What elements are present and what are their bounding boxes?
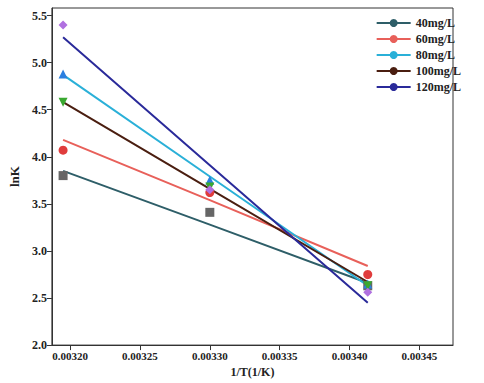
svg-text:60mg/L: 60mg/L: [416, 32, 455, 46]
svg-text:80mg/L: 80mg/L: [416, 48, 455, 62]
svg-text:1/T(1/K): 1/T(1/K): [230, 365, 274, 379]
svg-text:lnK: lnK: [7, 165, 22, 187]
svg-text:0.00340: 0.00340: [332, 350, 368, 362]
svg-text:100mg/L: 100mg/L: [416, 64, 461, 78]
svg-text:120mg/L: 120mg/L: [416, 80, 461, 94]
svg-text:0.00335: 0.00335: [262, 350, 298, 362]
svg-text:3.0: 3.0: [32, 244, 47, 258]
svg-text:4.5: 4.5: [32, 103, 47, 117]
svg-text:40mg/L: 40mg/L: [416, 16, 455, 30]
svg-text:2.0: 2.0: [32, 338, 47, 352]
svg-text:2.5: 2.5: [32, 291, 47, 305]
svg-text:0.00345: 0.00345: [402, 350, 438, 362]
svg-text:5.5: 5.5: [32, 9, 47, 23]
svg-text:4.0: 4.0: [32, 150, 47, 164]
svg-text:0.00320: 0.00320: [52, 350, 88, 362]
svg-text:5.0: 5.0: [32, 56, 47, 70]
svg-text:0.00325: 0.00325: [122, 350, 158, 362]
svg-text:0.00330: 0.00330: [192, 350, 228, 362]
svg-text:3.5: 3.5: [32, 197, 47, 211]
